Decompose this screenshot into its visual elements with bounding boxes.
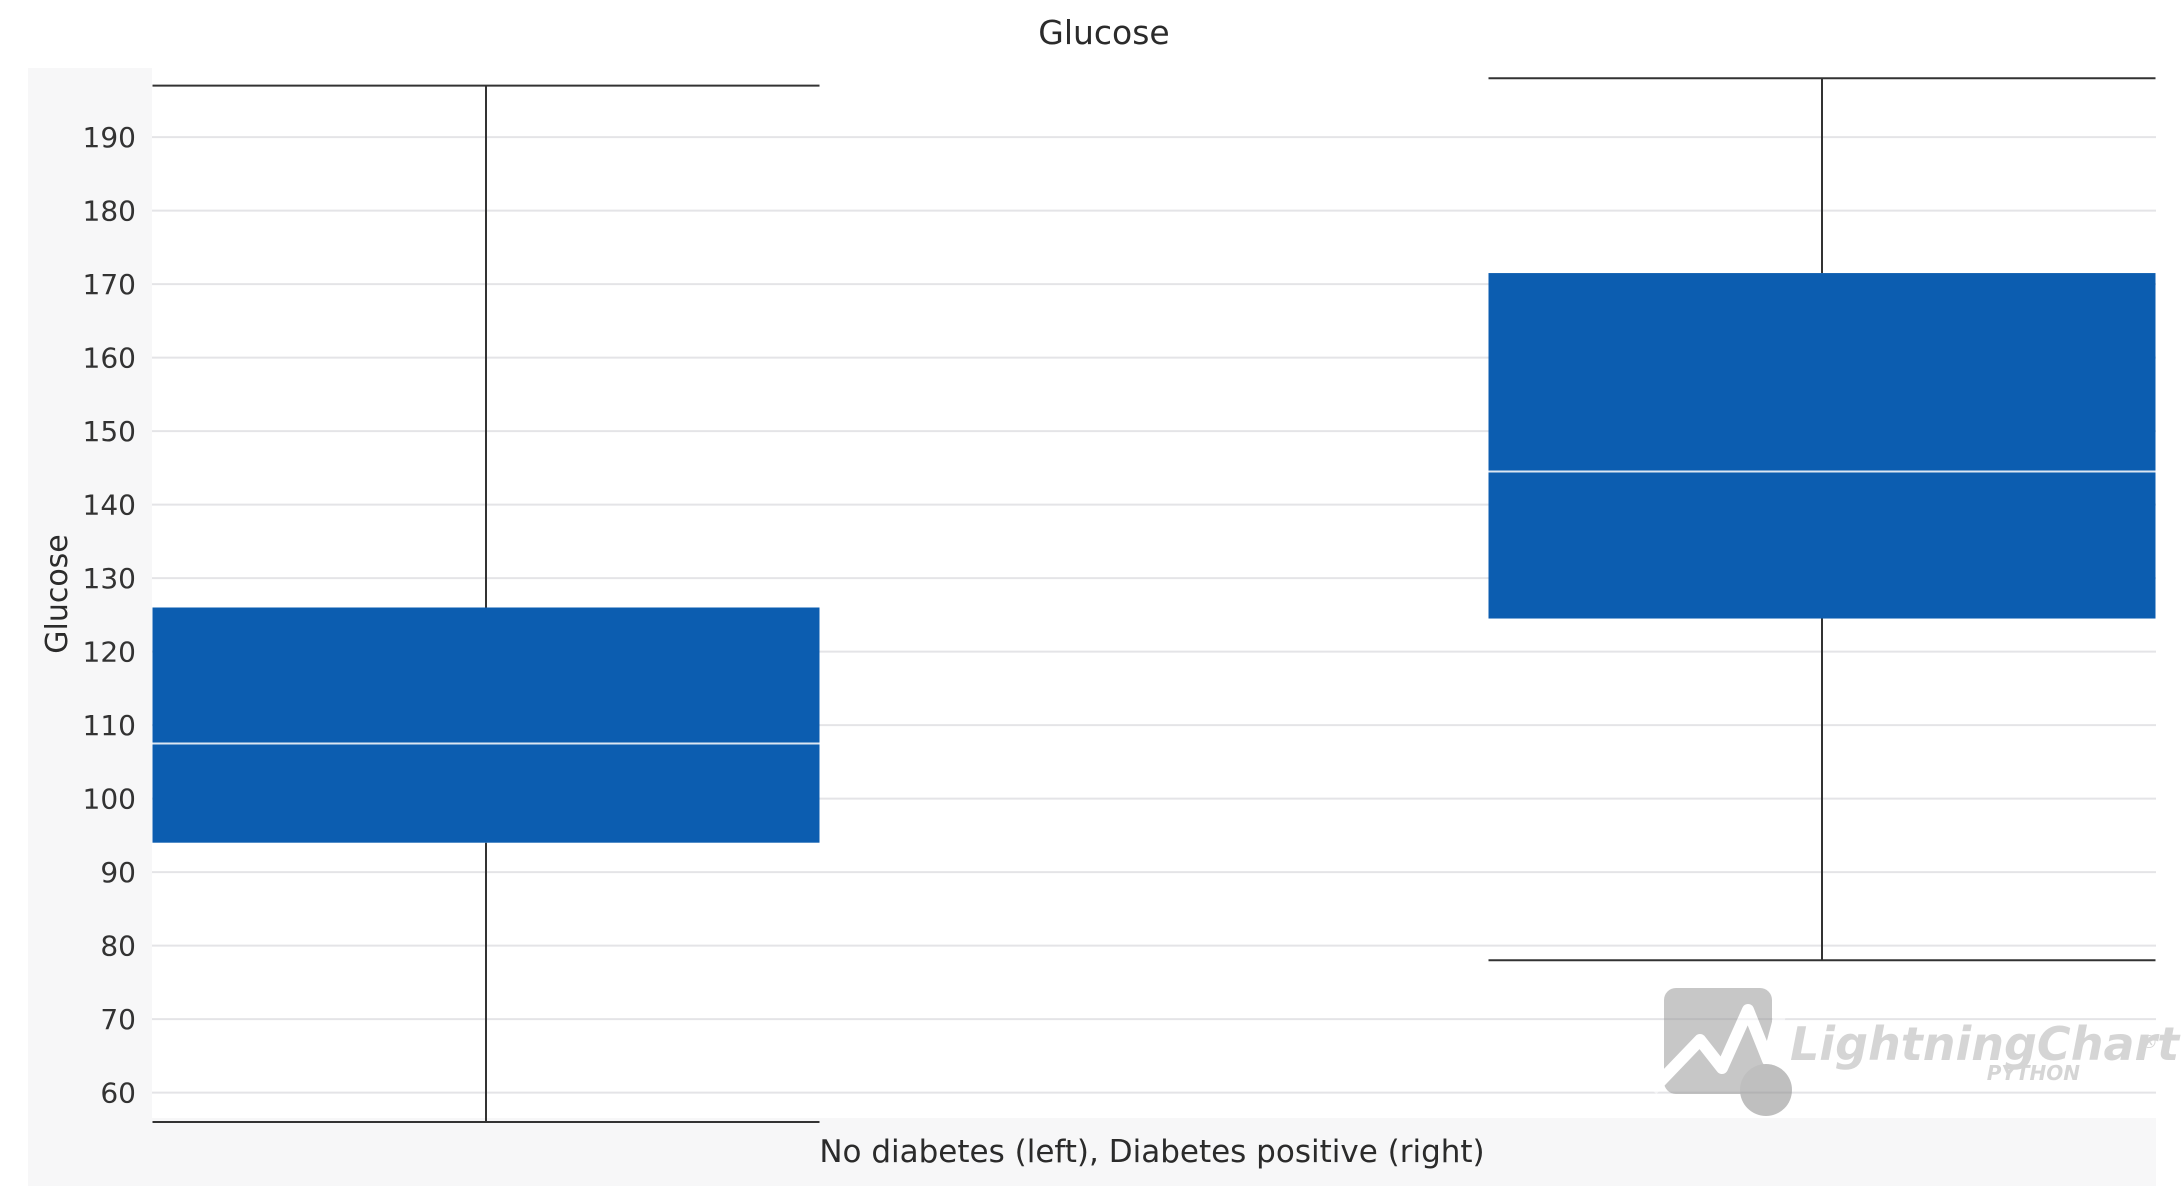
y-tick-label: 100 xyxy=(83,783,136,816)
y-tick-label: 130 xyxy=(83,562,136,595)
python-icon xyxy=(1740,1064,1792,1116)
y-tick-label: 170 xyxy=(83,268,136,301)
x-axis-label: No diabetes (left), Diabetes positive (r… xyxy=(819,1134,1484,1170)
lightning-icon xyxy=(1647,998,1790,1095)
y-tick-label: 140 xyxy=(83,489,136,522)
y-axis-label: Glucose xyxy=(40,534,75,654)
y-axis-ticks: 60 70 80 90 100 110 120 130 140 150 160 170 180 190 xyxy=(83,121,136,1110)
y-tick-label: 110 xyxy=(83,709,136,742)
y-tick-label: 80 xyxy=(100,930,136,963)
y-tick-label: 70 xyxy=(100,1003,136,1036)
box-iqr xyxy=(1488,273,2156,619)
watermark-registered: ® xyxy=(2140,1032,2158,1053)
watermark-logo: LightningChart ® PYTHON xyxy=(1647,988,2181,1116)
box-group xyxy=(1488,77,2156,962)
box-iqr xyxy=(152,607,820,843)
y-tick-label: 160 xyxy=(83,342,136,375)
y-tick-label: 150 xyxy=(83,415,136,448)
y-tick-label: 180 xyxy=(83,195,136,228)
y-tick-label: 60 xyxy=(100,1077,136,1110)
watermark-sub: PYTHON xyxy=(1987,1061,2081,1085)
boxes-layer xyxy=(152,77,2156,1123)
y-tick-label: 90 xyxy=(100,856,136,889)
y-tick-label: 120 xyxy=(83,636,136,669)
chart-title: Glucose xyxy=(1038,13,1169,52)
watermark-brand: LightningChart xyxy=(1790,1017,2181,1071)
box-group xyxy=(152,84,820,1123)
y-tick-label: 190 xyxy=(83,121,136,154)
